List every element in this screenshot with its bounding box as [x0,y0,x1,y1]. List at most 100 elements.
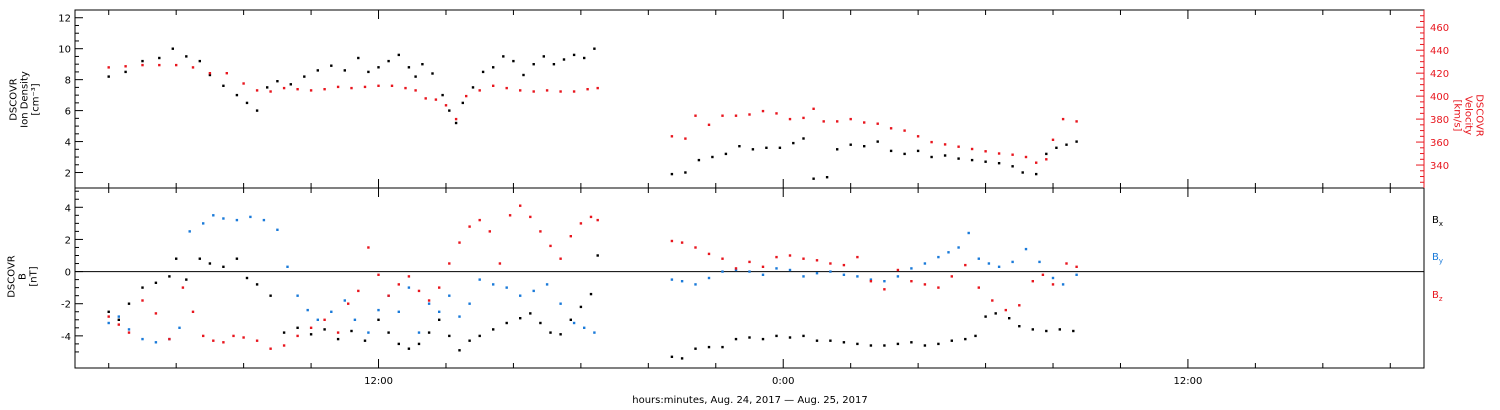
bz-point [107,315,110,318]
ion-density-point [198,59,201,63]
ion-density-point [407,66,411,69]
velocity-point [876,122,879,125]
velocity-point [903,129,906,132]
ion-density-point [825,176,829,179]
ion-density-point [303,75,306,78]
velocity-point [572,90,576,93]
bx-point [1008,317,1011,320]
velocity-point [1051,138,1055,141]
by-point [519,294,522,297]
density-tick-label: 8 [65,76,71,87]
ion-density-point [792,141,795,145]
bz-point [255,339,259,342]
ion-density-point [481,70,485,74]
legend-bx: Bx [1432,215,1444,228]
velocity-tick-label: 400 [1430,92,1449,103]
velocity-point [1075,120,1078,123]
bx-point [829,339,832,342]
by-point [438,310,441,313]
x-axis-title: hours:minutes, Aug. 24, 2017 — Aug. 25, … [632,395,868,406]
velocity-tick-label: 420 [1430,69,1449,80]
ion-density-point [1021,171,1024,174]
bz-point [387,294,390,297]
ion-density-point [377,66,380,69]
bz-point [357,289,360,293]
bx-point [596,254,599,257]
velocity-tick-label: 440 [1430,46,1449,57]
bx-point [255,283,259,286]
b-tick-label: 4 [65,203,71,214]
by-point [694,283,697,286]
by-point [869,278,873,281]
velocity-point [242,82,245,85]
ion-density-point [532,63,535,66]
ion-density-point [836,148,839,151]
ion-density-point [141,59,144,63]
bx-point [964,337,967,341]
bx-point [974,334,977,338]
bx-point [309,333,313,336]
ion-density-point [208,73,212,77]
ion-density-point [1075,140,1078,143]
bz-point [438,286,441,289]
ion-density-point [778,146,782,149]
velocity-point [434,98,438,101]
bx-point [269,294,272,297]
ion-density-point [984,160,987,163]
bx-point [323,328,326,331]
velocity-point [282,86,286,90]
by-point [492,283,495,286]
by-point [141,337,144,341]
bx-point [937,342,940,346]
ion-density-point [1011,165,1014,168]
ion-density-point [431,72,434,75]
velocity-point [424,97,427,100]
by-point [593,331,596,334]
velocity-point [596,86,599,90]
bz-point [417,289,421,293]
bz-point [498,262,502,265]
bz-point [296,334,299,338]
bx-point [363,339,367,342]
bx-point [569,318,572,321]
ion-density-point [542,55,545,58]
ion-density-point [1065,143,1068,146]
bx-point [734,337,738,341]
bz-point [529,215,532,219]
velocity-point [775,112,778,115]
ion-density-point [171,47,174,50]
by-point [761,273,765,276]
bz-point [856,255,859,259]
panel2-left-axis-label: DSCOVR B [nT] [6,255,40,298]
bz-point [549,244,552,248]
bx-point [1018,325,1021,328]
velocity-point [970,147,974,151]
bx-point [1058,328,1061,331]
by-point [987,262,991,265]
velocity-point [255,89,259,92]
ion-density-point [276,80,279,83]
x-tick-label: 0:00 [772,376,794,387]
bx-point [815,339,819,342]
velocity-point [454,117,458,121]
bx-point [856,342,859,346]
bz-point [202,334,205,338]
bz-point [347,302,350,305]
by-point [856,275,859,278]
by-point [896,275,900,278]
velocity-point [225,72,228,75]
bz-point [775,255,778,259]
bx-point [559,333,562,336]
bx-point [896,342,900,346]
by-point [458,315,461,318]
by-point [222,217,225,220]
velocity-point [390,84,394,87]
bx-point [519,317,522,320]
b-tick-label: -4 [61,332,71,343]
bz-point [829,262,832,265]
ion-density-point [562,58,566,61]
bz-point [488,230,491,233]
bx-point [154,281,158,284]
bz-point [694,246,697,249]
